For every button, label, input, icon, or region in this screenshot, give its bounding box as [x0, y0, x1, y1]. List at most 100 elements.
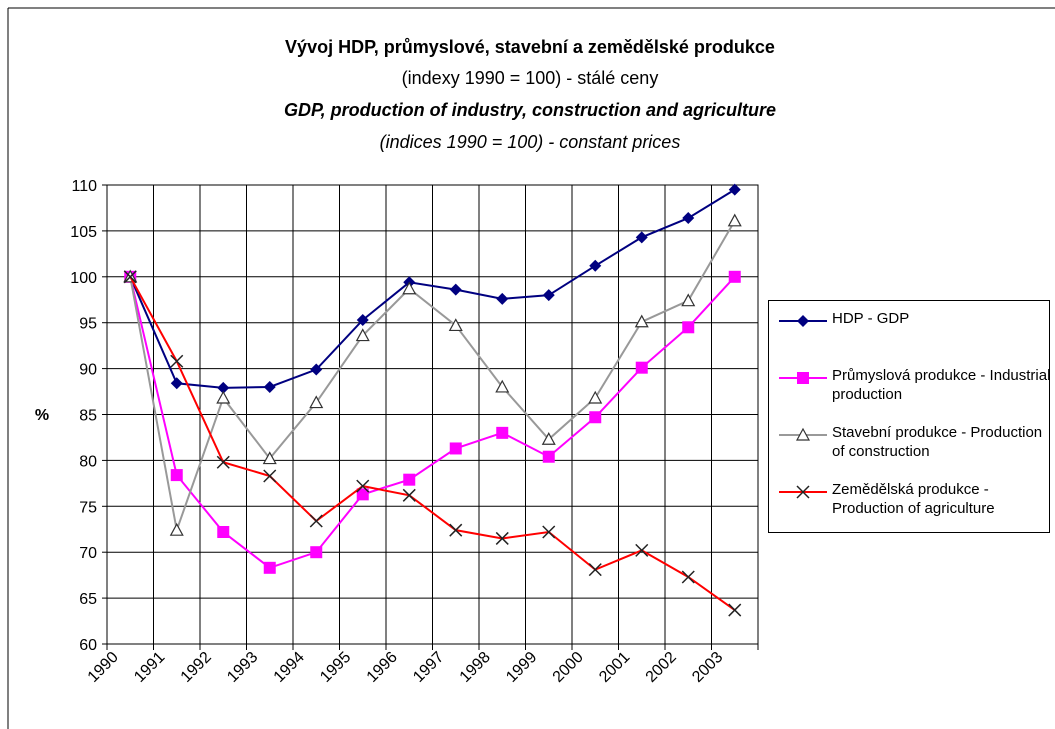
point [309, 514, 323, 528]
point [310, 546, 323, 559]
point [217, 526, 230, 539]
point [588, 390, 603, 404]
point [496, 292, 509, 305]
point [309, 395, 324, 409]
y-tick-label: 85 [79, 408, 97, 425]
point [356, 313, 369, 326]
y-tick-label: 75 [79, 499, 97, 516]
point [635, 231, 648, 244]
legend-swatch [779, 485, 827, 499]
legend-label: Stavební produkce - Production of constr… [832, 424, 1043, 460]
point [796, 485, 810, 499]
point [495, 531, 509, 545]
y-tick-label: 105 [70, 224, 97, 241]
x-tick-label: 2002 [643, 649, 680, 686]
point [169, 522, 184, 536]
chart-title-en: GDP, production of industry, constructio… [284, 100, 776, 120]
point [449, 523, 463, 537]
point [402, 488, 416, 502]
series-line [129, 276, 736, 611]
legend-swatch [779, 427, 827, 441]
point [728, 603, 742, 617]
point [635, 543, 649, 557]
legend-item: Zemědělská produkce - Production of agri… [777, 480, 1047, 524]
chart-subtitle-en: (indices 1990 = 100) - constant prices [380, 132, 681, 152]
point [310, 363, 323, 376]
series [123, 213, 742, 536]
y-tick-label: 80 [79, 453, 97, 470]
point [588, 563, 602, 577]
point [797, 315, 809, 327]
point [634, 314, 649, 328]
point [727, 213, 742, 227]
x-tick-label: 2003 [689, 649, 726, 686]
legend-swatch [779, 315, 827, 327]
point [681, 570, 695, 584]
point [402, 281, 417, 295]
point [589, 259, 602, 272]
x-tick-label: 1996 [364, 649, 401, 686]
x-tick-label: 1994 [271, 649, 308, 686]
y-tick-label: 65 [79, 591, 97, 608]
x-tick-label: 1997 [410, 649, 447, 686]
legend: HDP - GDP Průmyslová produkce - Industria… [768, 300, 1050, 533]
point [123, 270, 137, 284]
chart-title: Vývoj HDP, průmyslové, stavební a zemědě… [285, 37, 775, 57]
point [448, 318, 463, 332]
point [356, 479, 370, 493]
legend-item: Stavební produkce - Production of constr… [777, 423, 1047, 467]
x-tick-label: 1995 [317, 649, 354, 686]
point [262, 451, 277, 465]
x-tick-label: 1993 [224, 649, 261, 686]
y-axis-label: % [35, 407, 49, 424]
point [170, 469, 183, 482]
x-tick-label: 1999 [503, 649, 540, 686]
series-line [129, 276, 736, 569]
x-tick-label: 1990 [85, 649, 122, 686]
point [542, 450, 555, 463]
point [542, 525, 556, 539]
y-tick-label: 90 [79, 362, 97, 379]
legend-label: HDP - GDP [832, 310, 910, 327]
point [170, 354, 184, 368]
point [795, 427, 811, 441]
legend-label: Zemědělská produkce - Production of agri… [832, 481, 995, 517]
x-tick-label: 1998 [457, 649, 494, 686]
point [541, 432, 556, 445]
legend-swatch [779, 372, 827, 384]
point [589, 411, 602, 424]
series-line [129, 188, 736, 389]
y-tick-label: 110 [71, 178, 97, 195]
point [356, 488, 369, 501]
x-tick-label: 1991 [131, 649, 168, 686]
point [635, 361, 648, 374]
chart-subtitle: (indexy 1990 = 100) - stálé ceny [402, 68, 659, 88]
point [496, 426, 509, 439]
y-tick-label: 95 [79, 316, 97, 333]
y-tick-label: 60 [79, 637, 97, 654]
x-tick-label: 2001 [596, 649, 633, 686]
point [170, 377, 183, 390]
y-tick-label: 100 [70, 270, 97, 287]
x-tick-label: 2000 [550, 649, 587, 686]
point [449, 283, 462, 296]
series [123, 270, 742, 617]
legend-item: Průmyslová produkce - Industrial product… [777, 366, 1050, 410]
x-tick-label: 1992 [178, 649, 215, 686]
legend-item: HDP - GDP [777, 309, 1047, 353]
point [217, 381, 230, 394]
point [682, 212, 695, 225]
point [728, 270, 741, 283]
point [449, 442, 462, 455]
point [403, 473, 416, 486]
point [216, 390, 231, 404]
point [495, 379, 510, 393]
legend-label: Průmyslová produkce - Industrial product… [832, 367, 1051, 403]
point [263, 380, 276, 393]
series-line [129, 220, 736, 535]
y-tick-label: 70 [79, 545, 97, 562]
point [542, 289, 555, 302]
point [263, 469, 277, 483]
